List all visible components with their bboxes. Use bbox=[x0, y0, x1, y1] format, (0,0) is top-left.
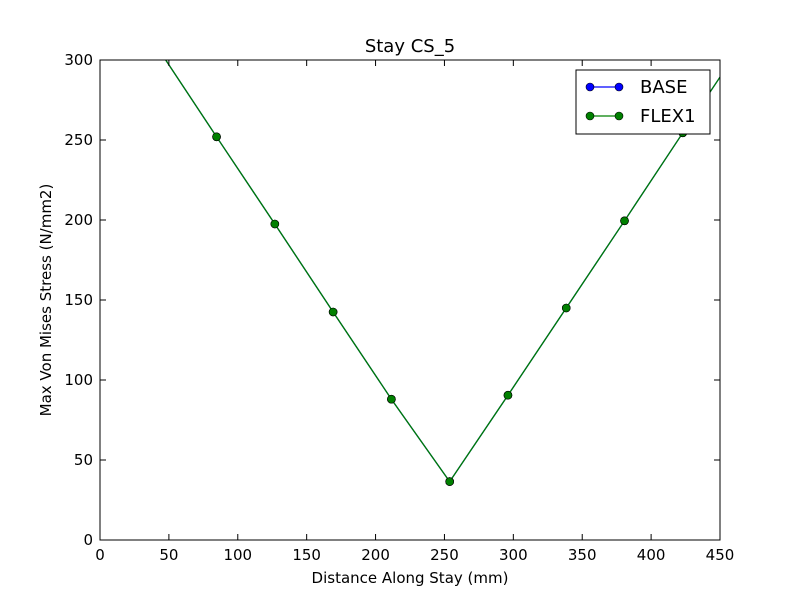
x-tick-label: 0 bbox=[95, 546, 105, 564]
legend: BASE FLEX1 bbox=[575, 69, 711, 135]
legend-marker-base bbox=[585, 82, 595, 92]
y-tick-label: 100 bbox=[64, 371, 93, 389]
data-point-flex1 bbox=[212, 132, 221, 142]
ticks-layer: 0 50 100 150 200 250 300 350 400 450 0 50 100 150 200 2… bbox=[64, 51, 734, 564]
x-tick-label: 100 bbox=[223, 546, 252, 564]
y-tick-label: 150 bbox=[64, 291, 93, 309]
y-tick-label: 200 bbox=[64, 211, 93, 229]
x-tick-label: 150 bbox=[292, 546, 321, 564]
x-tick-label: 400 bbox=[637, 546, 666, 564]
x-axis-label: Distance Along Stay (mm) bbox=[312, 569, 509, 587]
y-axis-label: Max Von Mises Stress (N/mm2) bbox=[37, 184, 55, 417]
data-point-flex1 bbox=[620, 216, 629, 226]
legend-marker-flex1 bbox=[614, 111, 624, 121]
series-layer bbox=[164, 60, 720, 486]
legend-marker-base bbox=[614, 82, 624, 92]
legend-label-base: BASE bbox=[640, 77, 687, 98]
data-point-flex1 bbox=[503, 390, 513, 400]
x-tick-label: 350 bbox=[568, 546, 597, 564]
plot-frame bbox=[99, 59, 721, 541]
y-tick-label: 250 bbox=[64, 131, 93, 149]
data-point-flex1 bbox=[328, 307, 338, 317]
x-tick-label: 300 bbox=[499, 546, 528, 564]
y-tick-label: 0 bbox=[83, 531, 93, 549]
legend-label-flex1: FLEX1 bbox=[640, 106, 696, 127]
x-tick-label: 50 bbox=[159, 546, 178, 564]
chart-title: Stay CS_5 bbox=[365, 36, 455, 57]
x-tick-label: 450 bbox=[706, 546, 735, 564]
x-tick-label: 250 bbox=[430, 546, 459, 564]
data-point-flex1 bbox=[445, 477, 454, 486]
x-tick-label: 200 bbox=[361, 546, 390, 564]
y-tick-label: 50 bbox=[74, 451, 93, 469]
data-point-flex1 bbox=[561, 303, 571, 313]
legend-box bbox=[575, 69, 711, 135]
data-point-flex1 bbox=[270, 219, 280, 229]
y-tick-label: 300 bbox=[64, 51, 93, 69]
data-point-flex1 bbox=[387, 394, 396, 404]
legend-marker-flex1 bbox=[585, 111, 595, 121]
